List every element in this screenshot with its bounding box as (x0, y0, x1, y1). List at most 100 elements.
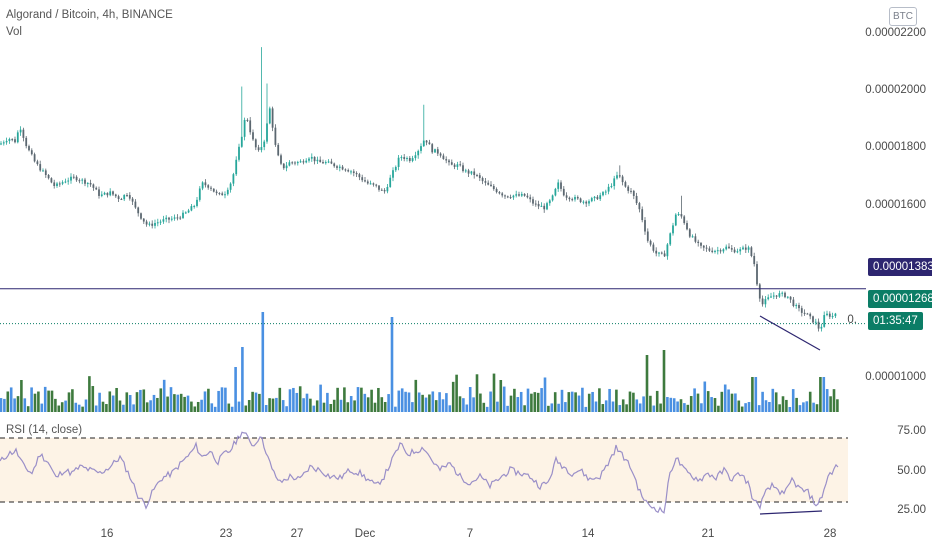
candle-body (789, 296, 792, 300)
volume-bar (377, 387, 380, 412)
volume-bar (71, 389, 74, 412)
candle-body (22, 129, 25, 138)
candle-body (238, 146, 240, 160)
volume-bar (309, 398, 312, 412)
volume-bar (581, 387, 584, 412)
volume-bar (122, 404, 125, 412)
volume-bar (101, 401, 105, 412)
volume-bar (785, 399, 788, 412)
volume-bar (744, 403, 747, 412)
rsi-tick: 50.00 (897, 465, 926, 477)
volume-bar (60, 402, 64, 412)
candle-body (613, 178, 616, 187)
candle-body (504, 195, 506, 197)
volume-bar (387, 394, 390, 412)
volume-bar (88, 376, 91, 412)
volume-bar (560, 389, 564, 412)
volume-bar (506, 405, 509, 412)
rsi-band (0, 438, 848, 502)
volume-bar (264, 405, 268, 412)
volume-bar (805, 401, 809, 412)
candle-body (126, 195, 128, 197)
volume-bar (98, 392, 101, 412)
candle-body (58, 183, 61, 185)
candle-body (714, 250, 716, 252)
volume-bar (737, 400, 741, 412)
x-tick: 23 (219, 528, 233, 540)
volume-bar (234, 367, 237, 412)
volume-bar (693, 388, 696, 412)
candle-body (106, 192, 109, 196)
volume-bar (825, 389, 829, 412)
candle-body (431, 144, 434, 153)
volume-bar (145, 402, 149, 412)
volume-bar (781, 396, 785, 412)
volume-bar (132, 404, 135, 412)
volume-bar (3, 398, 6, 412)
volume-bar (33, 393, 37, 412)
candle-body (814, 321, 817, 323)
candle-body (590, 198, 593, 202)
candle-body (462, 165, 464, 172)
candle-body (232, 174, 235, 184)
candle-body (501, 193, 504, 196)
candle-body (607, 186, 610, 192)
volume-bar (445, 393, 448, 412)
candle-body (358, 174, 361, 178)
candle-body (235, 159, 238, 175)
volume-bar (774, 392, 778, 412)
candle-body (635, 195, 638, 204)
volume-bar (771, 388, 775, 412)
currency-button[interactable]: BTC (889, 7, 917, 26)
candle-body (274, 127, 277, 145)
volume-bar (747, 402, 751, 412)
candle-body (190, 206, 193, 211)
candle-body (716, 250, 719, 252)
volume-bar (689, 396, 693, 412)
volume-bar (343, 387, 346, 412)
volume-bar (523, 405, 526, 412)
x-tick: 21 (701, 528, 715, 540)
volume-bar (645, 355, 649, 412)
candle-body (109, 191, 112, 196)
candle-body (128, 195, 131, 199)
volume-bar (584, 406, 588, 412)
volume-bar (618, 405, 622, 412)
price-tick: 0.00002200 (865, 27, 926, 39)
candle-body (246, 119, 249, 121)
volume-bar (179, 393, 183, 412)
volume-bar (322, 402, 326, 412)
volume-bar (434, 400, 438, 412)
volume-bar (608, 388, 611, 412)
candle-body (770, 296, 772, 298)
volume-bar (720, 391, 724, 412)
volume-bar (812, 402, 815, 412)
volume-bar (530, 393, 533, 412)
x-tick: 7 (466, 528, 474, 540)
candle-body (322, 162, 324, 164)
candle-body (520, 193, 523, 196)
candle-body (131, 198, 134, 202)
candle-body (142, 218, 145, 222)
volume-bar (557, 403, 560, 412)
volume-bar (414, 379, 418, 412)
candle-body (249, 120, 252, 133)
candle-body (123, 195, 126, 200)
volume-bar (394, 406, 397, 412)
candle-body (168, 217, 170, 220)
candle-body (207, 185, 210, 188)
volume-bar (128, 395, 132, 412)
candle-body (434, 149, 436, 153)
volume-bar (717, 405, 720, 412)
volume-bar (356, 387, 360, 412)
partial-price-tick: 0. (847, 314, 857, 326)
candle-body (582, 201, 585, 203)
candle-body (98, 189, 100, 196)
candle-body (532, 199, 534, 204)
candle-body (786, 296, 789, 298)
candle-body (596, 196, 599, 200)
volume-bar (258, 393, 261, 412)
volume-bar (547, 405, 550, 412)
candle-body (646, 231, 649, 241)
candle-body (473, 171, 476, 176)
